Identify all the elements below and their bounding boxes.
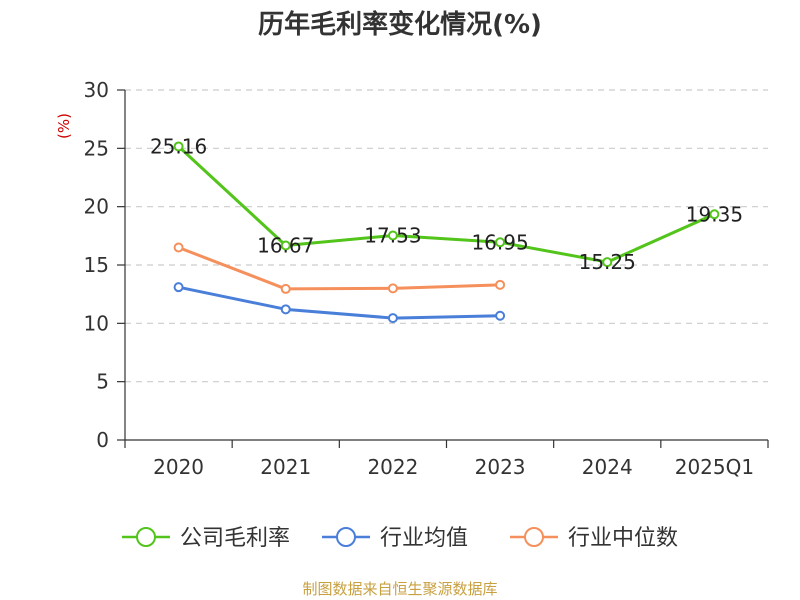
series-line [178, 246, 501, 291]
y-tick-label: 30 [84, 78, 109, 102]
x-tick-label: 2021 [260, 455, 311, 479]
data-label: 19.35 [686, 202, 743, 226]
legend-item[interactable]: 行业中位数 [510, 526, 678, 551]
data-label: 17.53 [364, 223, 421, 247]
x-tick-label: 2023 [475, 455, 526, 479]
data-point [280, 304, 291, 315]
data-point [387, 230, 398, 241]
data-point [280, 283, 291, 294]
grid-lines [125, 89, 768, 383]
legend[interactable]: 公司毛利率 行业均值 行业中位数 [122, 526, 678, 551]
data-point [495, 310, 506, 321]
data-point [280, 240, 291, 251]
data-point [173, 242, 184, 253]
y-tick-label: 20 [84, 195, 109, 219]
data-point [387, 283, 398, 294]
data-point [709, 209, 720, 220]
data-point [495, 279, 506, 290]
series-lines [173, 141, 720, 324]
data-labels: 25.16 16.67 17.53 16.95 15.25 19.35 [150, 134, 743, 274]
legend-marker [336, 527, 356, 547]
data-point [387, 313, 398, 324]
y-tick-label: 0 [96, 428, 109, 452]
x-tick-label: 2020 [153, 455, 204, 479]
axes: 0 5 10 15 20 25 30 2020 2021 2022 2023 2024 2025Q1 [84, 78, 769, 479]
x-tick-label: 2022 [367, 455, 418, 479]
chart-title: 历年毛利率变化情况(%) [258, 10, 542, 40]
data-point [602, 257, 613, 268]
legend-marker [524, 527, 544, 547]
legend-label: 行业均值 [380, 526, 468, 551]
series-line [177, 145, 716, 264]
y-tick-label: 15 [84, 253, 109, 277]
legend-item[interactable]: 行业均值 [322, 526, 468, 551]
legend-marker [136, 527, 156, 547]
data-point [173, 282, 184, 293]
source-note: 制图数据来自恒生聚源数据库 [302, 580, 498, 598]
data-label: 15.25 [579, 250, 636, 274]
x-tick-label: 2024 [582, 455, 633, 479]
legend-label: 行业中位数 [568, 526, 678, 551]
data-point [173, 141, 184, 152]
y-tick-label: 5 [96, 370, 109, 394]
data-label: 16.67 [257, 234, 314, 258]
data-label: 25.16 [150, 134, 207, 158]
legend-item[interactable]: 公司毛利率 [122, 526, 290, 551]
y-tick-label: 25 [84, 136, 109, 160]
legend-label: 公司毛利率 [180, 526, 290, 551]
y-axis-unit-label: (%) [55, 113, 73, 139]
series-line [178, 285, 501, 320]
data-label: 16.95 [471, 230, 528, 254]
y-tick-label: 10 [84, 311, 109, 335]
x-tick-label: 2025Q1 [675, 455, 754, 479]
data-point [495, 237, 506, 248]
